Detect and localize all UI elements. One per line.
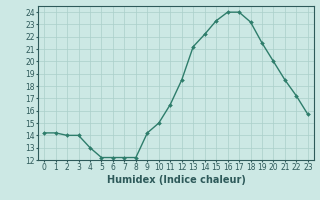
X-axis label: Humidex (Indice chaleur): Humidex (Indice chaleur) bbox=[107, 175, 245, 185]
